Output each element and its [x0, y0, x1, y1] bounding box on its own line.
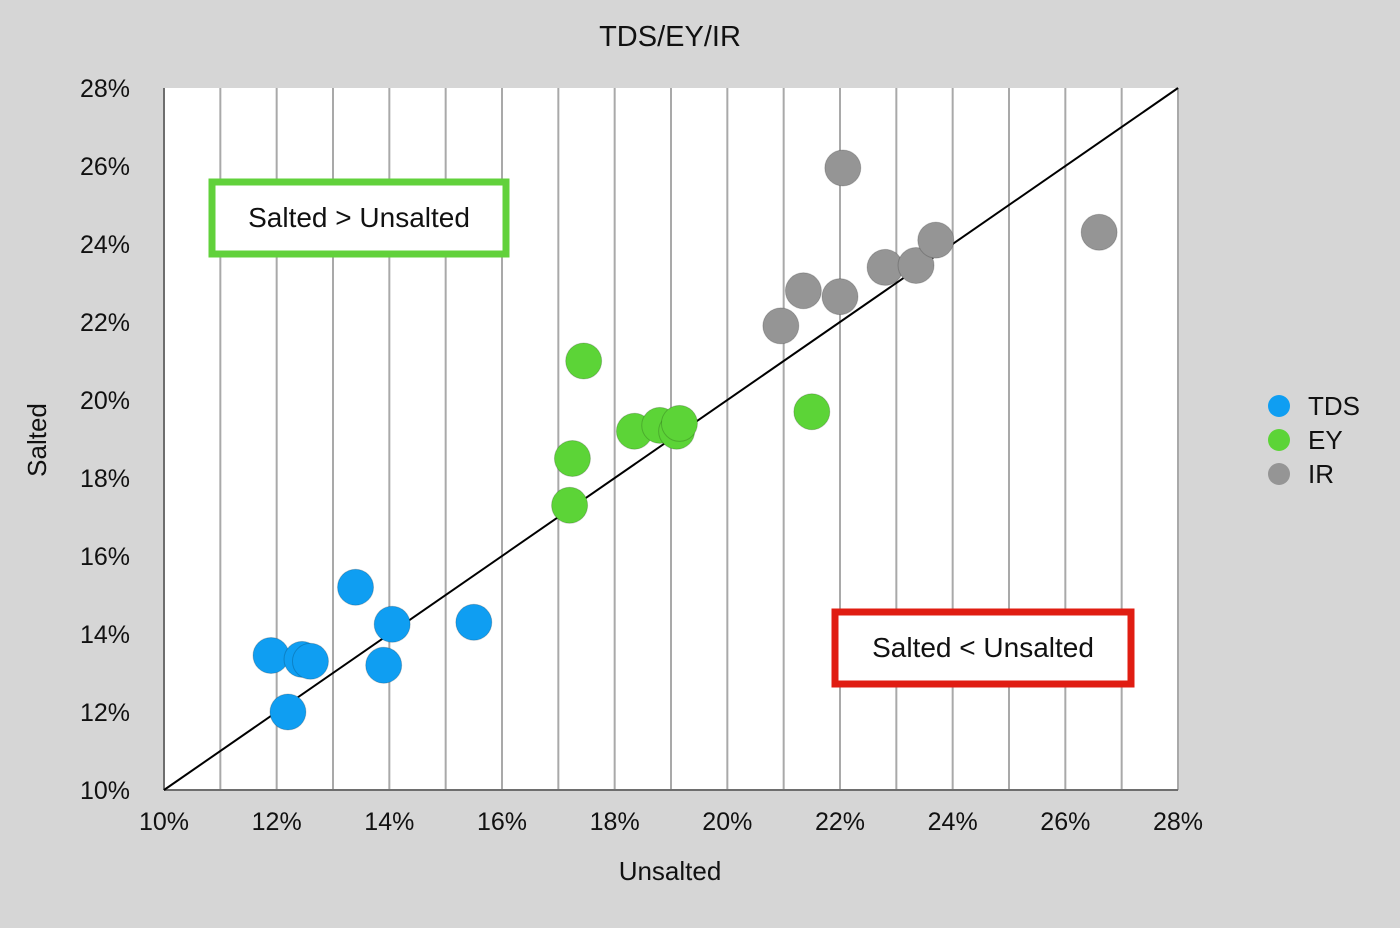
data-points [252, 149, 1118, 731]
legend-label: IR [1308, 459, 1334, 489]
x-tick-label: 12% [252, 808, 302, 836]
y-tick-labels: 10% 12% 14% 16% 18% 20% 22% 24% 26% 28% [80, 75, 130, 805]
data-point-ey [551, 486, 589, 524]
data-point-ey [553, 440, 591, 477]
data-point-ir [824, 149, 862, 187]
legend-marker [1268, 463, 1290, 485]
data-point-ir [917, 221, 955, 259]
data-point-ir [897, 246, 935, 284]
data-point-tds [291, 642, 329, 680]
x-axis-title: Unsalted [619, 856, 722, 886]
annotation-border [831, 608, 1135, 688]
data-point-ir [762, 307, 800, 345]
annotation-text: Salted < Unsalted [872, 632, 1094, 663]
data-point-ey [565, 342, 603, 380]
x-tick-labels: 10% 12% 14% 16% 18% 20% 22% 24% 26% 28% [139, 808, 1203, 836]
data-point-ir [784, 272, 822, 310]
legend-item-tds: TDS [1268, 391, 1360, 421]
annotation-border [208, 178, 510, 258]
data-point-tds [252, 636, 290, 674]
x-tick-label: 18% [590, 808, 640, 836]
annotation-text: Salted > Unsalted [248, 202, 470, 233]
legend-item-ey: EY [1268, 425, 1343, 455]
data-point-tds [365, 646, 403, 684]
annotations: Salted > Unsalted Salted < Unsalted [208, 178, 1135, 688]
y-tick-label: 18% [80, 465, 130, 493]
y-tick-label: 10% [80, 777, 130, 805]
y-axis-title: Salted [22, 403, 52, 477]
chart-title: TDS/EY/IR [599, 21, 741, 53]
x-tick-label: 16% [477, 808, 527, 836]
legend-label: EY [1308, 425, 1343, 455]
axes [163, 88, 1178, 791]
data-point-tds [269, 693, 307, 731]
x-tick-label: 28% [1153, 808, 1203, 836]
x-tick-label: 10% [139, 808, 189, 836]
data-point-ir [821, 278, 859, 316]
x-tick-label: 22% [815, 808, 865, 836]
y-tick-label: 22% [80, 309, 130, 337]
y-tick-label: 28% [80, 75, 130, 103]
y-tick-label: 26% [80, 153, 130, 181]
legend-item-ir: IR [1268, 459, 1334, 489]
annotation-box: Salted > Unsalted [208, 178, 510, 258]
legend: TDS EY IR [1268, 391, 1360, 489]
data-point-ey [793, 393, 831, 431]
y-tick-label: 16% [80, 543, 130, 571]
legend-marker [1268, 395, 1290, 417]
legend-label: TDS [1308, 391, 1360, 421]
x-tick-label: 14% [364, 808, 414, 836]
annotation-box: Salted < Unsalted [831, 608, 1135, 688]
y-tick-label: 14% [80, 621, 130, 649]
data-point-ir [1080, 213, 1118, 251]
data-point-tds [455, 603, 493, 641]
x-tick-label: 24% [928, 808, 978, 836]
y-tick-label: 24% [80, 231, 130, 259]
y-tick-label: 20% [80, 387, 130, 415]
legend-marker [1268, 429, 1290, 451]
data-point-tds [373, 605, 411, 643]
x-tick-label: 26% [1040, 808, 1090, 836]
data-point-ey [660, 404, 698, 442]
y-tick-label: 12% [80, 699, 130, 727]
x-tick-label: 20% [702, 808, 752, 836]
data-point-tds [337, 568, 375, 606]
